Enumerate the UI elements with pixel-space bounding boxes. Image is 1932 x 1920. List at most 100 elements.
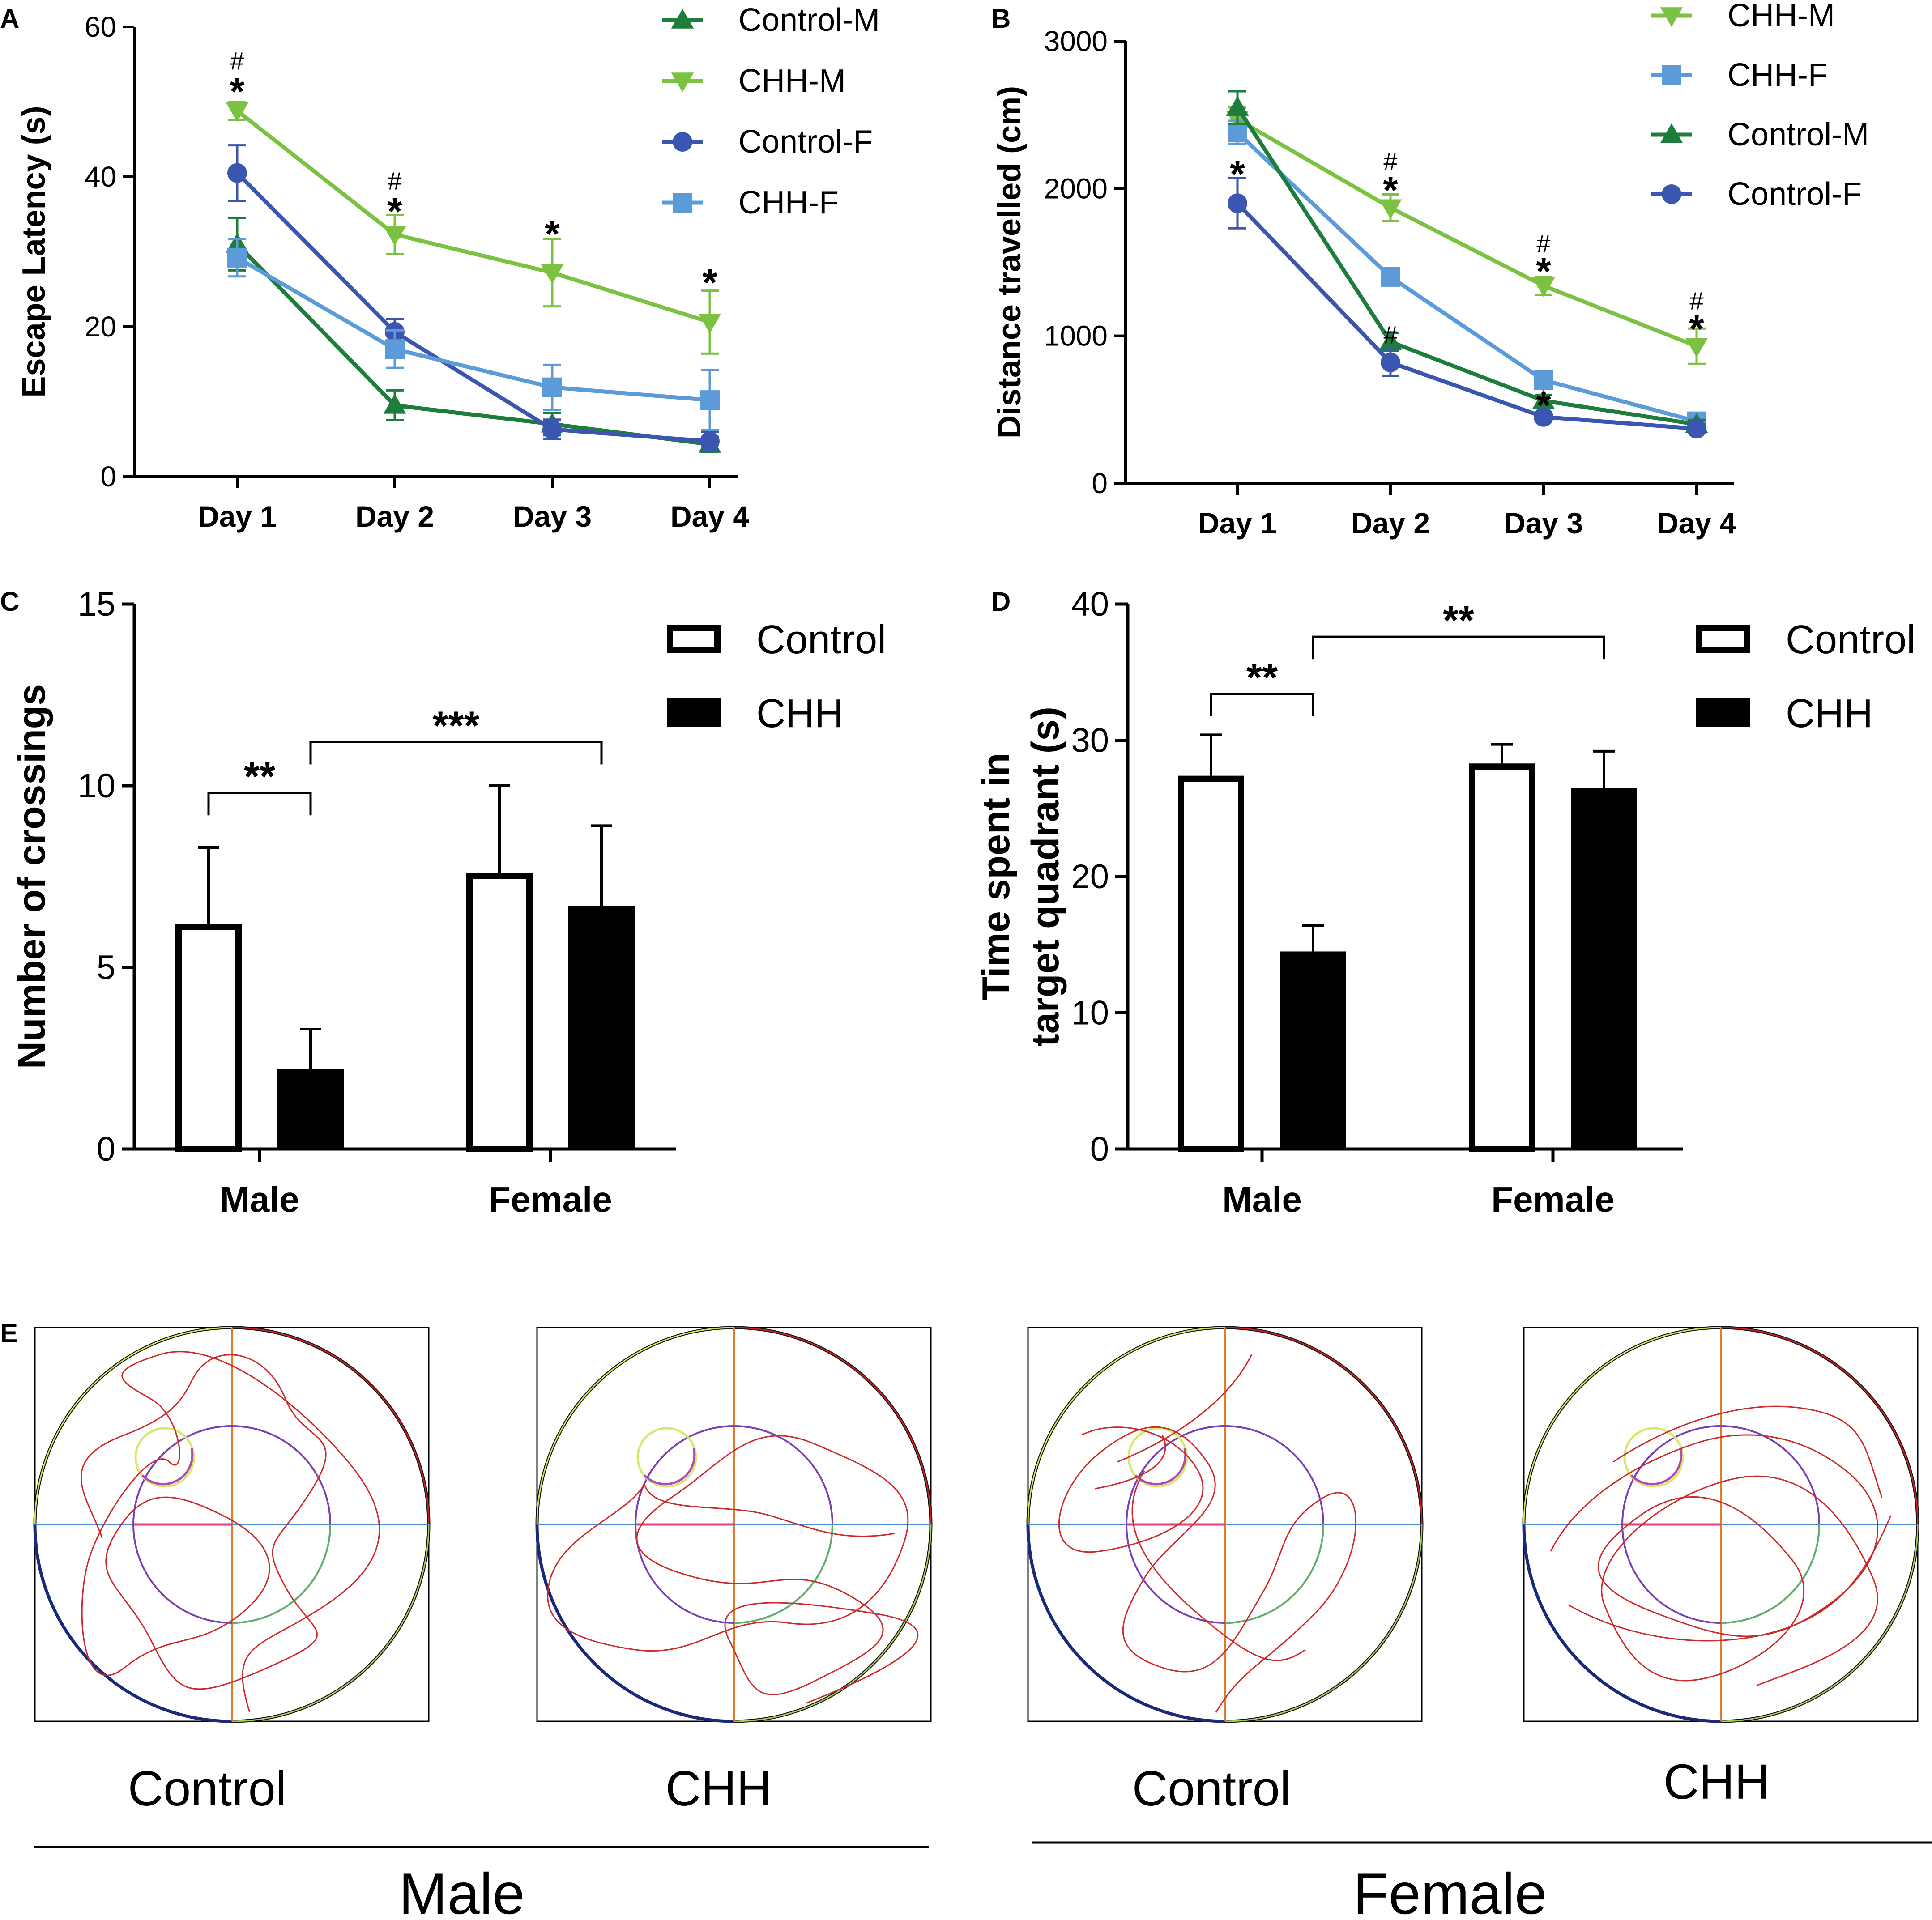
legend-label: CHH-F [1727,57,1828,93]
y-axis-label-line-1: Time spent in [975,753,1018,1000]
data-point-CHH-M [541,264,564,284]
y-axis-label: Number of crossings [10,684,53,1069]
y-axis-label: Distance travelled (cm) [992,86,1028,438]
data-point-CHH-M [1379,199,1402,219]
x-tick-label: Day 2 [355,500,434,533]
y-tick-label: 1000 [1044,320,1108,352]
significance-mark: * [1383,169,1398,212]
legend-label: CHH-M [738,63,846,99]
panel-label-e: E [0,1318,18,1348]
data-point-CHH-F [385,339,405,359]
track-male-control [35,1328,429,1721]
legend-label: CHH [756,691,844,736]
data-point-Control-F [227,163,247,183]
panel-label-d: D [991,587,1011,617]
swim-path [80,1351,380,1713]
y-tick-label: 0 [97,1130,115,1168]
x-tick-label: Male [220,1179,299,1219]
panel-label-b: B [991,4,1011,34]
panel-label-a: A [0,4,19,34]
track-label-female-control: Control [1132,1761,1291,1816]
series-line-CHH-F [236,256,710,402]
data-point-CHH-F [700,390,720,410]
x-tick-label: Day 3 [1504,507,1583,540]
swim-path [1058,1354,1357,1713]
data-point-Control-F [1534,407,1553,427]
x-tick-label: Female [1491,1179,1615,1219]
data-point-Control-M [1226,96,1249,116]
significance-mark: * [702,261,717,304]
bar-CHH-Male [1280,951,1346,1149]
group-label-female: Female [1353,1861,1547,1920]
legend-label: Control-F [738,124,873,160]
legend-marker [1662,65,1681,85]
legend-label: CHH-F [738,185,839,221]
legend-label: Control-M [738,2,880,38]
data-point-CHH-F [542,377,562,397]
series-line-Control-M [235,243,710,447]
bar-CHH-Female [568,905,635,1149]
significance-label: *** [432,704,479,749]
track-female-chh [1524,1328,1918,1721]
y-tick-label: 0 [100,460,116,493]
x-tick-label: Day 1 [198,500,277,533]
panel-d-bar-chart: 0 10 20 30 40 Male Female Time spent in target q… [975,585,1915,1219]
bar-Control-Male [175,924,242,1153]
data-point-CHH-M [1532,277,1555,297]
data-point-CHH-M [1685,338,1708,358]
significance-bracket [309,741,603,765]
x-tick-label: Female [489,1179,612,1219]
series-line-CHH-M [1236,117,1697,348]
legend-label: Control [1786,617,1915,662]
significance-mark: * [387,190,402,233]
significance-bracket [1210,693,1314,716]
series-line-CHH-F [1236,131,1697,424]
bar-Control-Female [466,873,533,1152]
significance-mark: # [388,166,401,195]
significance-bracket [1312,635,1605,660]
legend-marker [1660,7,1683,27]
track-female-control [1028,1328,1422,1721]
data-point-Control-M [1532,389,1555,409]
x-tick-label: Day 2 [1351,507,1430,540]
data-point-Control-F [1381,352,1400,372]
legend-marker [1660,123,1683,143]
series-line-Control-F [235,171,710,443]
track-label-female-chh: CHH [1663,1754,1770,1809]
y-tick-label: 15 [77,585,115,623]
legend-label: CHH-M [1727,0,1835,34]
significance-mark: * [1689,307,1704,350]
legend-marker [671,72,694,93]
y-tick-label: 30 [1071,722,1109,760]
bar-CHH-Female [1571,788,1637,1149]
legend-marker [673,132,692,152]
significance-mark: * [230,70,245,113]
data-point-Control-M [1379,330,1402,350]
y-tick-label: 3000 [1044,25,1108,57]
x-tick-label: Day 1 [1198,507,1277,540]
y-axis-label: Escape Latency (s) [16,106,52,397]
legend-label: Control [756,617,886,662]
legend-swatch [667,698,721,727]
significance-label: ** [244,754,275,799]
data-point-CHH-F [1381,267,1400,287]
data-point-Control-F [1228,193,1247,213]
significance-mark: # [1383,320,1397,349]
group-label-male: Male [399,1861,525,1920]
series-line-Control-F [1236,202,1697,431]
data-point-CHH-F [1534,370,1553,390]
significance-mark: # [1536,229,1550,257]
y-tick-label: 10 [77,767,115,805]
legend-label: Control-F [1727,176,1862,212]
panel-b-line-chart: 0 1000 2000 3000 Day 1 Day 2 Day 3 Day 4 Distanc… [992,0,1869,540]
bar-CHH-Male [277,1069,344,1149]
panel-a-line-chart: 0 20 40 60 Day 1 Day 2 Day 3 Day 4 Escape Latenc… [16,2,880,533]
bar-Control-Male [1178,775,1244,1153]
data-point-Control-F [542,419,562,439]
significance-label: ** [1443,598,1474,643]
swim-path [1550,1405,1892,1686]
data-point-CHH-F [1228,123,1247,143]
x-tick-label: Day 3 [513,500,592,533]
data-point-CHH-M [226,102,249,122]
y-tick-label: 10 [1071,994,1109,1032]
